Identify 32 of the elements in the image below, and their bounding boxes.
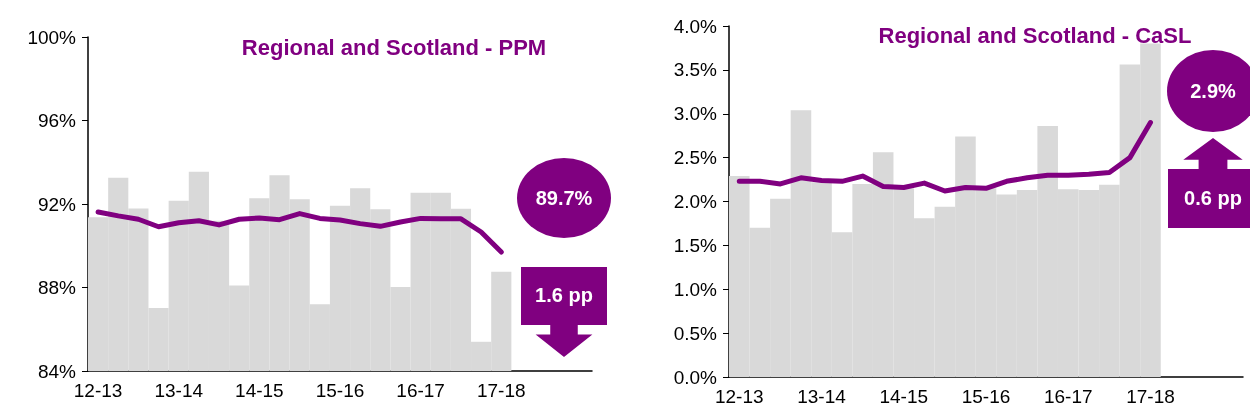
y-tick-label: 92%: [37, 193, 77, 215]
x-tick-label: 16-17: [396, 380, 445, 401]
oval-badge: 2.9%: [1167, 50, 1250, 132]
x-tick-label: 15-16: [315, 380, 365, 401]
x-tick-label: 15-16: [961, 386, 1011, 407]
annotation: 1.6 pp: [534, 284, 594, 307]
annotation: 0.6 pp: [1183, 186, 1243, 210]
y-tick-label: 1.5%: [673, 234, 718, 256]
oval-badge: 89.7%: [517, 158, 611, 238]
x-tick-label: 13-14: [797, 386, 847, 407]
chart-title: Regional and Scotland - CaSL: [878, 22, 1192, 48]
x-tick-label: 12-13: [714, 386, 764, 407]
y-tick-label: 2.0%: [673, 191, 718, 212]
chart-title: Regional and Scotland - PPM: [241, 34, 547, 60]
y-tick-label: 84%: [37, 360, 77, 382]
y-tick-label: 3.0%: [673, 103, 718, 125]
x-tick-label: 14-15: [235, 380, 284, 401]
x-tick-label: 13-14: [154, 380, 204, 401]
y-tick-label: 100%: [27, 26, 77, 48]
x-tick-label: 12-13: [73, 380, 123, 401]
x-tick-label: 16-17: [1043, 386, 1093, 407]
x-tick-label: 14-15: [879, 386, 929, 407]
y-tick-label: 1.0%: [673, 278, 718, 300]
x-tick-label: 17-18: [1126, 386, 1175, 407]
y-tick-label: 2.5%: [673, 147, 718, 169]
y-tick-label: 4.0%: [673, 15, 718, 37]
y-tick-label: 0.5%: [673, 322, 718, 344]
x-tick-label: 17-18: [476, 380, 526, 401]
y-tick-label: 3.5%: [673, 59, 718, 81]
y-tick-label: 96%: [37, 110, 77, 131]
y-tick-label: 0.0%: [673, 366, 718, 388]
y-tick-label: 88%: [37, 277, 77, 298]
